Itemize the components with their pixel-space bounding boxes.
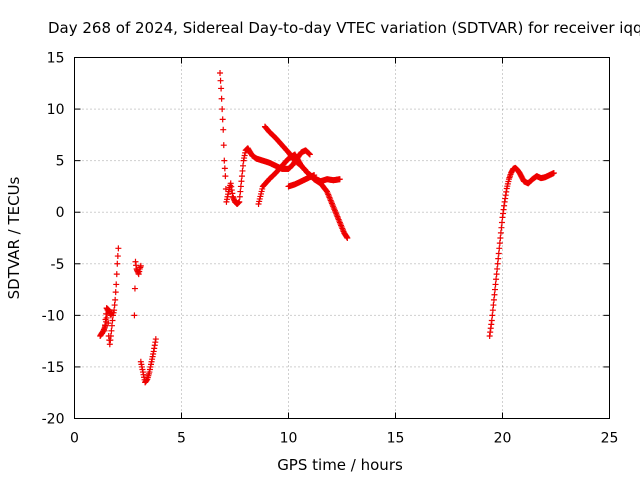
data-point (220, 142, 227, 149)
data-point (496, 245, 503, 252)
data-point (111, 302, 118, 309)
data-point (101, 322, 108, 329)
data-point (101, 327, 108, 334)
data-point (306, 151, 313, 158)
data-point (490, 302, 497, 309)
data-point (217, 77, 224, 84)
data-point (238, 178, 245, 185)
data-point (108, 309, 115, 316)
data-point (222, 173, 229, 180)
y-axis-title: SDTVAR / TECUs (5, 176, 23, 299)
data-point (236, 193, 243, 200)
data-point (495, 250, 502, 257)
data-point (488, 317, 495, 324)
data-point (108, 322, 115, 329)
data-point (131, 285, 138, 292)
series-segment-early-4 (137, 336, 159, 386)
data-point (113, 271, 120, 278)
data-point (498, 224, 505, 231)
data-point (112, 289, 119, 296)
data-point (491, 291, 498, 298)
data-series (97, 69, 557, 386)
x-tick-label: 10 (280, 431, 298, 447)
data-point (102, 316, 109, 323)
y-tick-label: -10 (42, 308, 65, 324)
data-point (221, 165, 228, 172)
data-point (493, 276, 500, 283)
data-point (489, 312, 496, 319)
data-point (217, 69, 224, 76)
y-tick-label: -5 (51, 257, 65, 273)
x-tick-label: 15 (387, 431, 405, 447)
data-point (495, 255, 502, 262)
series-segment-mid-4 (261, 123, 343, 185)
data-point (496, 240, 503, 247)
x-tick-label: 5 (177, 431, 186, 447)
data-point (237, 183, 244, 190)
y-tick-label: 0 (56, 205, 65, 221)
data-point (236, 198, 243, 205)
data-point (219, 116, 226, 123)
data-point (237, 188, 244, 195)
series-segment-mid-5 (285, 172, 318, 190)
data-point (238, 173, 245, 180)
data-point (239, 167, 246, 174)
series-segment-mid-1 (217, 69, 260, 207)
data-point (311, 172, 318, 179)
data-point (494, 260, 501, 267)
y-tick-label: 5 (56, 154, 65, 170)
data-point (497, 229, 504, 236)
plot-frame (74, 57, 610, 419)
data-point (240, 162, 247, 169)
data-point (218, 95, 225, 102)
series-segment-early-2 (101, 305, 115, 334)
data-point (131, 312, 138, 319)
data-point (112, 296, 119, 303)
data-point (137, 262, 144, 269)
data-point (114, 260, 121, 267)
y-tick-label: -20 (42, 412, 65, 428)
data-point (492, 281, 499, 288)
data-point (489, 307, 496, 314)
data-point (219, 106, 226, 113)
data-point (494, 265, 501, 272)
data-point (344, 235, 351, 241)
data-point (108, 327, 115, 334)
series-segment-early-1 (97, 245, 122, 348)
data-point (498, 219, 505, 226)
data-point (493, 271, 500, 278)
data-point (152, 336, 159, 343)
series-segment-late-1 (486, 164, 557, 339)
series-segment-early-3 (131, 258, 144, 319)
x-tick-label: 0 (70, 431, 79, 447)
data-point (115, 245, 122, 252)
data-point (220, 126, 227, 133)
x-tick-label: 25 (601, 431, 619, 447)
data-point (497, 235, 504, 241)
data-point (107, 332, 114, 339)
data-point (114, 253, 121, 260)
y-tick-label: -15 (42, 360, 65, 376)
x-tick-label: 20 (494, 431, 512, 447)
chart-title: Day 268 of 2024, Sidereal Day-to-day VTE… (48, 19, 640, 37)
data-point (336, 176, 343, 183)
axis-ticks: 0 5 10 15 20 25 -20 -15 -10 -5 0 5 10 15 (42, 51, 619, 447)
x-axis-title: GPS time / hours (277, 456, 403, 474)
y-tick-label: 15 (47, 51, 65, 67)
data-point (490, 296, 497, 303)
data-point (492, 286, 499, 293)
data-point (105, 320, 112, 327)
y-tick-label: 10 (47, 102, 65, 118)
data-point (109, 317, 116, 324)
data-point (550, 170, 557, 177)
data-point (113, 281, 120, 288)
grid (74, 57, 610, 419)
data-point (218, 85, 225, 92)
data-point (221, 157, 228, 164)
